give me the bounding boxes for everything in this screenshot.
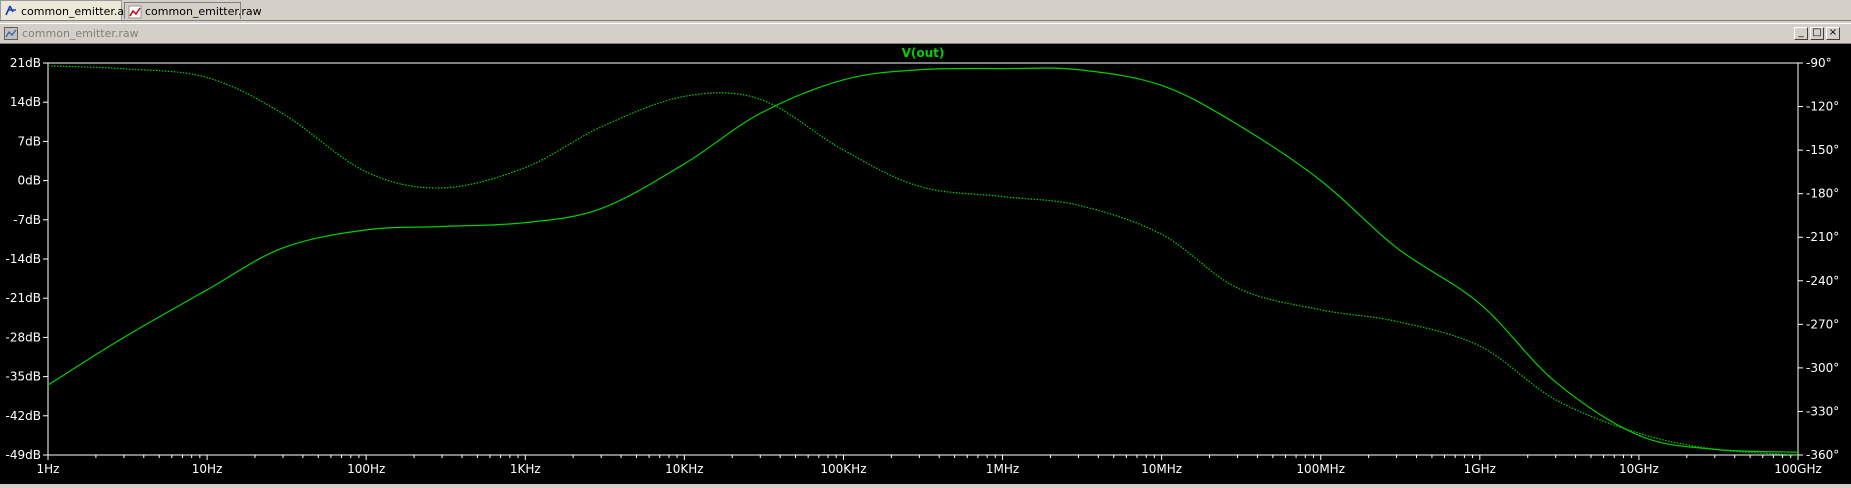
- y-left-tick-label: -42dB: [6, 409, 41, 423]
- tab-schematic[interactable]: common_emitter.asc: [0, 0, 136, 20]
- plot-frame: [47, 62, 1799, 456]
- y-right-tick-label: -240°: [1806, 274, 1839, 288]
- y-right-tick-label: -360°: [1806, 448, 1839, 462]
- x-tick-label: 100Hz: [347, 462, 385, 476]
- tab-label: common_emitter.raw: [145, 5, 262, 18]
- y-left-tick-label: -7dB: [13, 213, 41, 227]
- x-tick-label: 10GHz: [1619, 462, 1659, 476]
- phase-trace: [47, 65, 1799, 456]
- x-tick-label: 100MHz: [1296, 462, 1345, 476]
- y-left-tick-label: -21dB: [6, 291, 41, 305]
- tab-bar: common_emitter.asc common_emitter.raw: [0, 0, 1851, 21]
- y-right-tick-label: -150°: [1806, 143, 1839, 157]
- y-right-tick-label: -210°: [1806, 230, 1839, 244]
- plot-window-titlebar: common_emitter.raw _ □ ×: [0, 23, 1851, 44]
- minimize-button[interactable]: _: [1794, 27, 1808, 40]
- window-title: common_emitter.raw: [22, 27, 139, 40]
- x-tick-label: 1Hz: [37, 462, 60, 476]
- tab-label: common_emitter.asc: [21, 5, 136, 18]
- y-right-tick-label: -120°: [1806, 100, 1839, 114]
- x-tick-label: 10KHz: [665, 462, 703, 476]
- y-right-tick-label: -270°: [1806, 317, 1839, 331]
- x-tick-label: 100GHz: [1774, 462, 1822, 476]
- y-left-tick-label: 7dB: [18, 134, 41, 148]
- x-tick-label: 100KHz: [820, 462, 866, 476]
- y-right-tick-label: -330°: [1806, 404, 1839, 418]
- close-button[interactable]: ×: [1826, 27, 1840, 40]
- y-left-tick-label: -49dB: [6, 448, 41, 462]
- waveform-icon: [128, 5, 142, 19]
- y-left-tick-label: 14dB: [10, 95, 41, 109]
- y-right-tick-label: -90°: [1806, 56, 1832, 70]
- tab-waveform[interactable]: common_emitter.raw: [124, 2, 262, 19]
- y-left-tick-label: 0dB: [18, 174, 41, 188]
- y-left-tick-label: 21dB: [10, 56, 41, 70]
- waveform-window-icon: [4, 27, 18, 40]
- plot-area[interactable]: V(out) 1Hz 10Hz 100Hz 1KHz 10KHz 100KHz 1MHz 10M…: [0, 44, 1851, 484]
- chart-title: V(out): [902, 46, 945, 60]
- restore-icon: □: [1812, 27, 1822, 38]
- x-tick-label: 1KHz: [510, 462, 541, 476]
- y-right-tick-label: -180°: [1806, 187, 1839, 201]
- schematic-icon: [5, 5, 16, 16]
- x-tick-label: 10MHz: [1141, 462, 1182, 476]
- restore-button[interactable]: □: [1810, 27, 1824, 40]
- x-tick-label: 1GHz: [1464, 462, 1496, 476]
- bode-plot[interactable]: V(out) 1Hz 10Hz 100Hz 1KHz 10KHz 100KHz 1MHz 10M…: [0, 44, 1851, 484]
- y-left-tick-label: -28dB: [6, 330, 41, 344]
- x-tick-label: 1MHz: [986, 462, 1019, 476]
- minimize-icon: _: [1798, 27, 1804, 38]
- y-left-tick-label: -14dB: [6, 252, 41, 266]
- close-icon: ×: [1828, 27, 1838, 38]
- x-tick-label: 10Hz: [192, 462, 223, 476]
- magnitude-trace: [47, 67, 1799, 453]
- y-left-tick-label: -35dB: [6, 370, 41, 384]
- y-right-tick-label: -300°: [1806, 361, 1839, 375]
